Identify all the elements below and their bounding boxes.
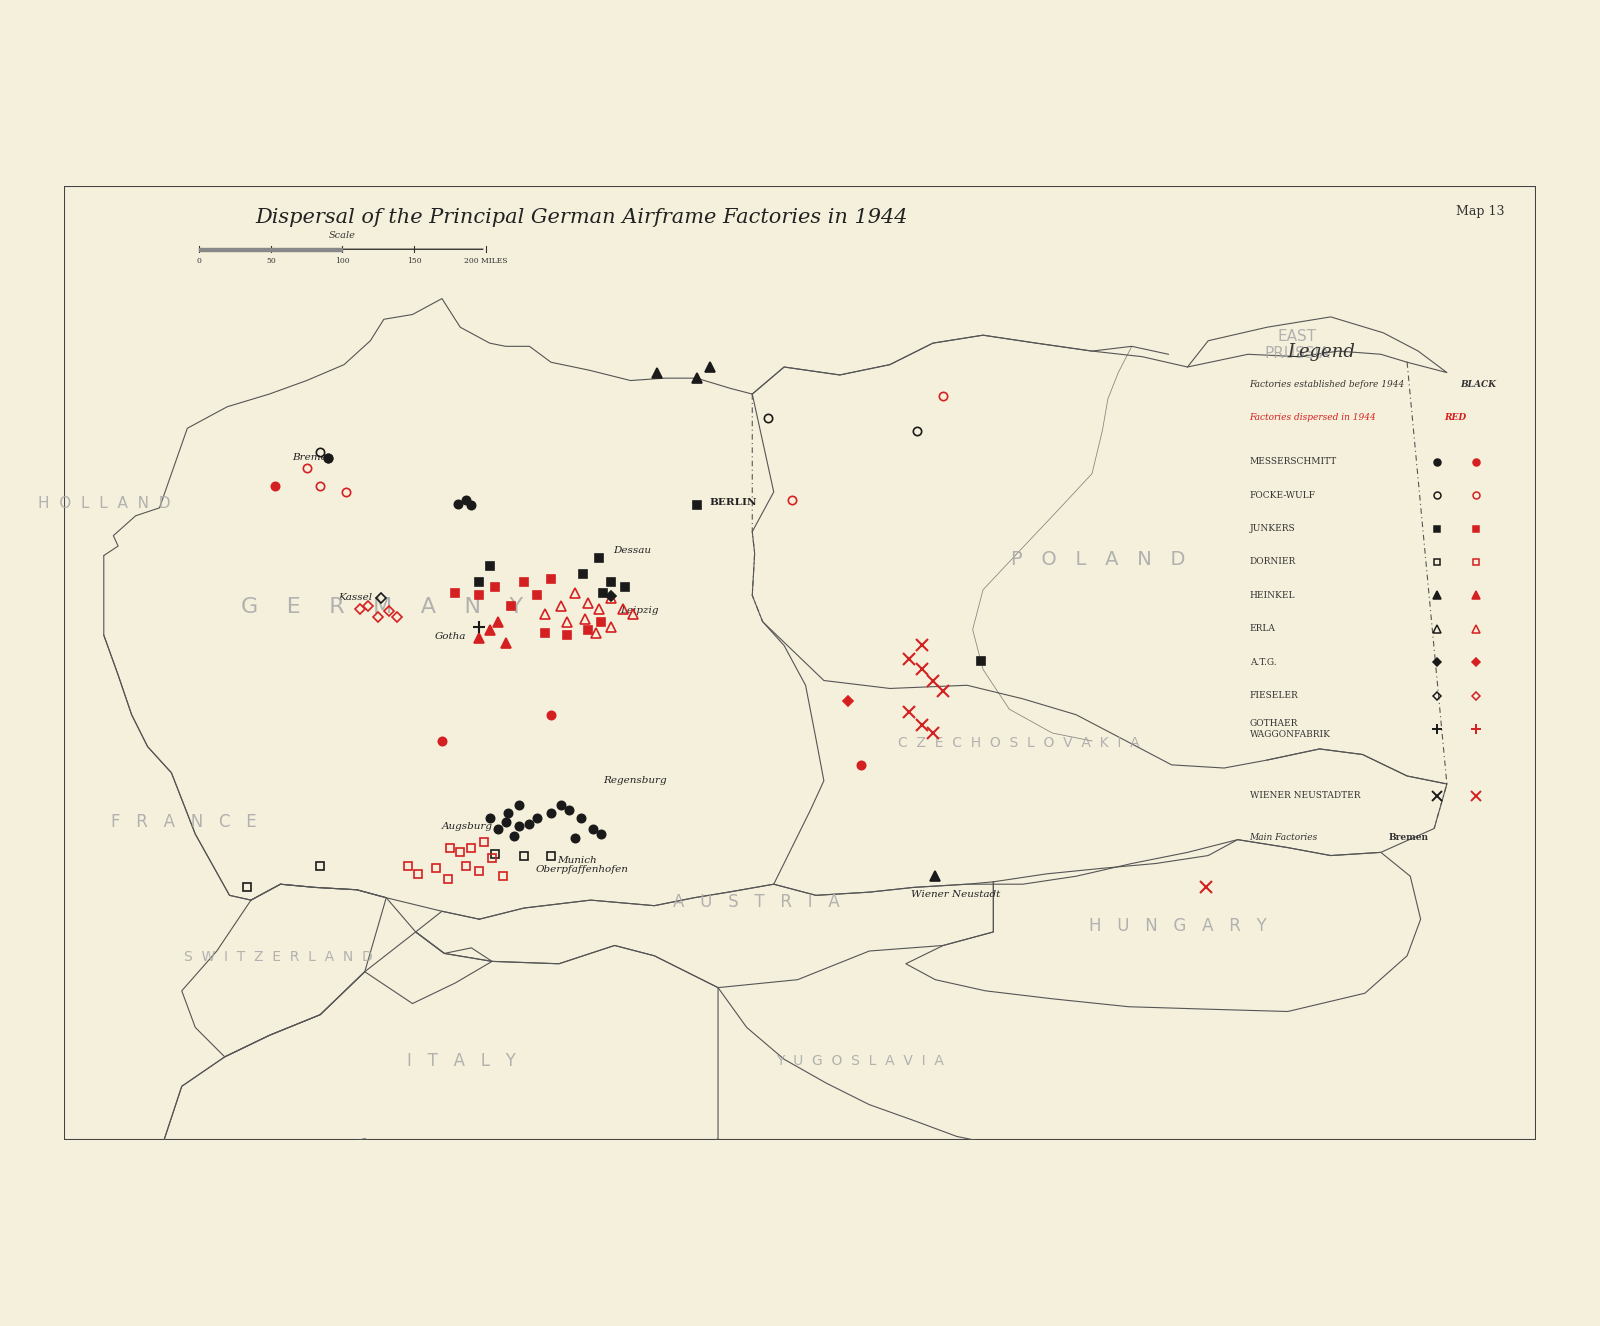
Text: Factories dispersed in 1944: Factories dispersed in 1944	[1250, 414, 1376, 423]
Text: H   U   N   G   A   R   Y: H U N G A R Y	[1090, 916, 1267, 935]
Text: Wiener Neustadt: Wiener Neustadt	[910, 890, 1000, 899]
Text: Bremen: Bremen	[293, 453, 334, 463]
Text: Map 13: Map 13	[1456, 206, 1504, 219]
Text: EAST
PRUSSIA: EAST PRUSSIA	[1264, 329, 1330, 361]
Text: FOCKE-WULF: FOCKE-WULF	[1250, 491, 1315, 500]
Text: DORNIER: DORNIER	[1250, 557, 1296, 566]
Text: Oberpfaffenhofen: Oberpfaffenhofen	[536, 866, 629, 874]
Text: C  Z  E  C  H  O  S  L  O  V  A  K  I  A: C Z E C H O S L O V A K I A	[898, 736, 1139, 749]
Text: MESSERSCHMITT: MESSERSCHMITT	[1250, 457, 1338, 467]
Text: H  O  L  L  A  N  D: H O L L A N D	[37, 496, 170, 512]
Text: A   U   S   T   R   I   A: A U S T R I A	[674, 892, 840, 911]
Text: BERLIN: BERLIN	[709, 497, 757, 507]
Text: P   O   L   A   N   D: P O L A N D	[1011, 550, 1186, 569]
Text: Dessau: Dessau	[613, 546, 651, 556]
Text: Main Factories: Main Factories	[1250, 833, 1318, 842]
Text: 50: 50	[266, 257, 275, 265]
Text: 150: 150	[406, 257, 421, 265]
Text: GOTHAER
WAGGONFABRIK: GOTHAER WAGGONFABRIK	[1250, 719, 1331, 739]
Text: Gotha: Gotha	[435, 633, 466, 642]
Text: HEINKEL: HEINKEL	[1250, 591, 1294, 599]
Text: 100: 100	[334, 257, 350, 265]
Text: Kassel: Kassel	[338, 593, 371, 602]
Text: I   T   A   L   Y: I T A L Y	[408, 1052, 517, 1070]
Text: Regensburg: Regensburg	[603, 776, 667, 785]
Text: A.T.G.: A.T.G.	[1250, 658, 1277, 667]
Text: 0: 0	[197, 257, 202, 265]
Text: Scale: Scale	[330, 231, 355, 240]
Text: BLACK: BLACK	[1461, 381, 1496, 389]
Text: S  W  I  T  Z  E  R  L  A  N  D: S W I T Z E R L A N D	[184, 951, 373, 964]
Text: WIENER NEUSTADTER: WIENER NEUSTADTER	[1250, 792, 1360, 801]
Text: Dispersal of the Principal German Airframe Factories in 1944: Dispersal of the Principal German Airfra…	[254, 208, 907, 227]
Text: G    E    R    M    A    N    Y: G E R M A N Y	[242, 597, 523, 618]
Text: Factories established before 1944: Factories established before 1944	[1250, 381, 1405, 389]
Text: Y  U  G  O  S  L  A  V  I  A: Y U G O S L A V I A	[776, 1054, 944, 1067]
Text: F   R   A   N   C   E: F R A N C E	[110, 813, 256, 831]
Text: Legend: Legend	[1288, 342, 1355, 361]
Text: 200 MILES: 200 MILES	[464, 257, 507, 265]
Text: RED: RED	[1445, 414, 1467, 423]
Text: FIESELER: FIESELER	[1250, 691, 1298, 700]
Text: JUNKERS: JUNKERS	[1250, 524, 1294, 533]
Text: Munich: Munich	[557, 855, 597, 865]
Text: Bremen: Bremen	[1389, 833, 1429, 842]
Text: Leipzig: Leipzig	[621, 606, 659, 615]
Text: Augsburg: Augsburg	[442, 822, 493, 830]
Text: ERLA: ERLA	[1250, 625, 1275, 634]
